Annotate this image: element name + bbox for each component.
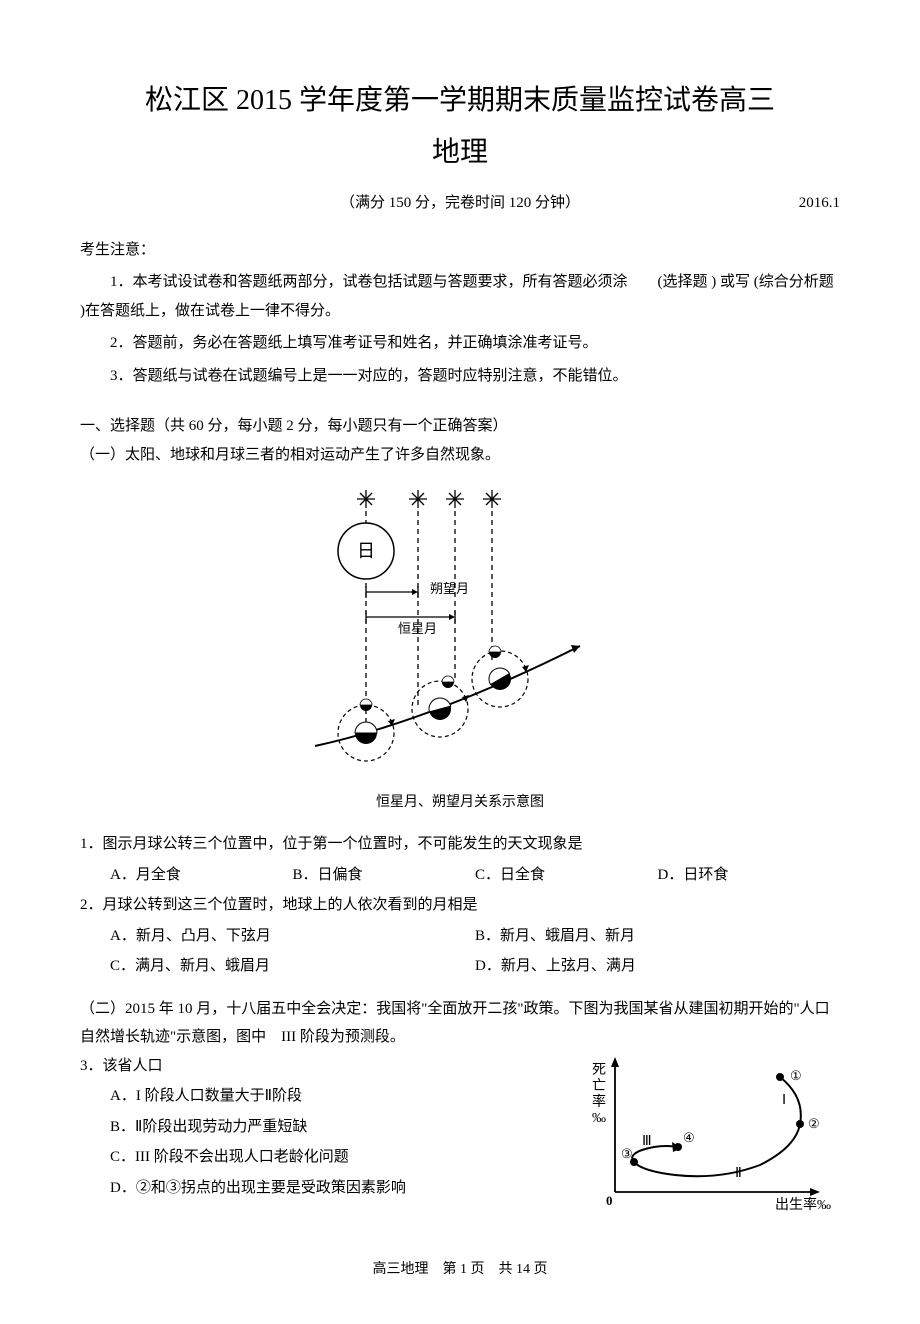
q1-stem: 1．图示月球公转三个位置中，位于第一个位置时，不可能发生的天文现象是 [80, 830, 840, 859]
q3-opt-c: C．III 阶段不会出现人口老龄化问题 [80, 1143, 580, 1172]
q2-opt-c: C．满月、新月、蛾眉月 [110, 952, 475, 981]
svg-text:0: 0 [606, 1193, 613, 1208]
q2-opt-d: D．新月、上弦月、满月 [475, 952, 840, 981]
exam-title-line1: 松江区 2015 学年度第一学期期末质量监控试卷高三 [80, 80, 840, 122]
q2-opt-a: A．新月、凸月、下弦月 [110, 922, 475, 951]
q2-options-row1: A．新月、凸月、下弦月 B．新月、蛾眉月、新月 [80, 922, 840, 951]
svg-text:恒星月: 恒星月 [398, 621, 437, 636]
q2-options-row2: C．满月、新月、蛾眉月 D．新月、上弦月、满月 [80, 952, 840, 981]
q1-opt-d: D．日环食 [658, 861, 841, 890]
figure-1: 日 朔望月 恒星月 [80, 481, 840, 782]
q2-stem: 2．月球公转到这三个位置时，地球上的人依次看到的月相是 [80, 891, 840, 920]
notice-item-3: 3．答题纸与试卷在试题编号上是一一对应的，答题时应特别注意，不能错位。 [80, 362, 840, 391]
svg-text:率: 率 [592, 1093, 606, 1110]
svg-text:‰: ‰ [592, 1111, 606, 1126]
q1-opt-b: B．日偏食 [293, 861, 476, 890]
svg-text:③: ③ [621, 1146, 633, 1161]
population-chart-svg: 死 亡 率 ‰ 出生率‰ 0 ① ② ③ ④ [580, 1052, 840, 1217]
q1-opt-a: A．月全食 [110, 861, 293, 890]
svg-text:日: 日 [357, 541, 375, 561]
context-1: （一）太阳、地球和月球三者的相对运动产生了许多自然现象。 [80, 441, 840, 470]
q3-stem: 3．该省人口 [80, 1052, 580, 1081]
q3-opt-d: D．②和③拐点的出现主要是受政策因素影响 [80, 1174, 580, 1203]
section-heading: 一、选择题（共 60 分，每小题 2 分，每小题只有一个正确答案） [80, 412, 840, 441]
svg-text:朔望月: 朔望月 [430, 581, 469, 596]
page-container: 松江区 2015 学年度第一学期期末质量监控试卷高三 地理 （满分 150 分，… [0, 0, 920, 1324]
exam-date: 2016.1 [799, 189, 840, 218]
moon-diagram-svg: 日 朔望月 恒星月 [290, 481, 630, 771]
svg-text:出生率‰: 出生率‰ [775, 1196, 831, 1213]
figure-2: 死 亡 率 ‰ 出生率‰ 0 ① ② ③ ④ [580, 1052, 840, 1228]
q1-options: A．月全食 B．日偏食 C．日全食 D．日环食 [80, 861, 840, 890]
exam-meta-row: （满分 150 分，完卷时间 120 分钟） 2016.1 [80, 189, 840, 218]
page-footer: 高三地理 第 1 页 共 14 页 [80, 1257, 840, 1284]
exam-meta: （满分 150 分，完卷时间 120 分钟） [340, 195, 580, 211]
svg-text:Ⅰ: Ⅰ [782, 1093, 786, 1108]
q3-opt-b: B．Ⅱ阶段出现劳动力严重短缺 [80, 1113, 580, 1142]
q3-opt-a: A．I 阶段人口数量大于Ⅱ阶段 [80, 1082, 580, 1111]
notice-item-2: 2．答题前，务必在答题纸上填写准考证号和姓名，并正确填涂准考证号。 [80, 329, 840, 358]
svg-text:亡: 亡 [592, 1078, 606, 1094]
svg-text:Ⅲ: Ⅲ [642, 1134, 652, 1149]
svg-text:②: ② [808, 1116, 820, 1131]
context-2: （二）2015 年 10 月，十八届五中全会决定：我国将"全面放开二孩"政策。下… [80, 995, 840, 1052]
exam-title-line2: 地理 [80, 126, 840, 179]
svg-text:①: ① [790, 1068, 802, 1083]
notice-header: 考生注意： [80, 236, 840, 265]
notice-item-1: 1．本考试设试卷和答题纸两部分，试卷包括试题与答题要求，所有答题必须涂 (选择题… [80, 268, 840, 325]
q1-opt-c: C．日全食 [475, 861, 658, 890]
figure-1-caption: 恒星月、朔望月关系示意图 [80, 790, 840, 817]
q2-opt-b: B．新月、蛾眉月、新月 [475, 922, 840, 951]
svg-text:Ⅱ: Ⅱ [735, 1166, 742, 1181]
svg-text:④: ④ [683, 1130, 695, 1145]
svg-text:死: 死 [592, 1063, 606, 1078]
